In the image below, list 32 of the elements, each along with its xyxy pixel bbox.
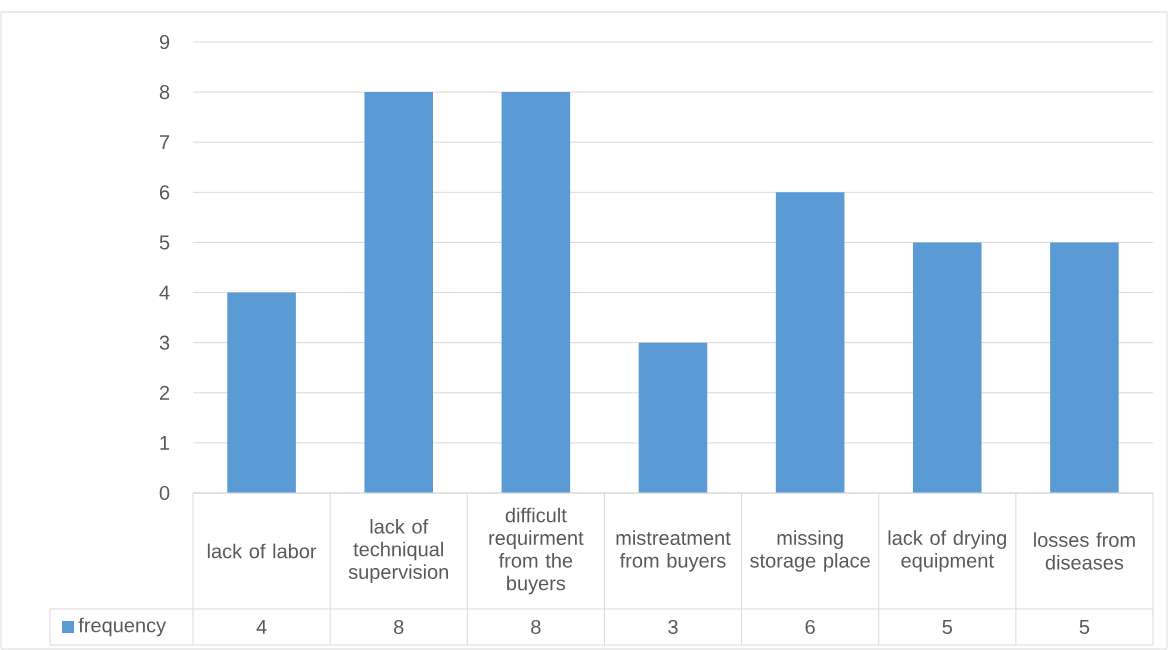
bar (364, 92, 434, 493)
bar (638, 342, 708, 493)
bar (912, 242, 982, 493)
y-tick-label: 1 (160, 436, 170, 450)
y-tick-label: 8 (159, 85, 170, 100)
x-tick-label: difficult requirment from the buyers (489, 507, 584, 595)
data-label: 8 (531, 619, 541, 635)
x-tick-label: lack of drying equipment (888, 530, 1006, 572)
data-label: 6 (805, 619, 815, 635)
data-label: 3 (668, 619, 678, 635)
legend-label: frequency (78, 617, 167, 637)
x-tick-label: losses from diseases (1034, 532, 1135, 570)
y-tick-label: 4 (159, 285, 170, 300)
bar (1050, 242, 1119, 493)
y-tick-label: 7 (159, 135, 170, 150)
x-tick-label: missing storage place (750, 530, 870, 572)
data-label: 5 (942, 620, 953, 634)
bar (501, 92, 571, 493)
bar (227, 292, 296, 493)
y-tick-label: 6 (159, 185, 170, 200)
y-tick-label: 3 (159, 335, 170, 350)
y-tick-label: 2 (159, 385, 170, 400)
x-tick-label: lack of techniqual supervision (348, 519, 448, 583)
y-tick-label: 0 (159, 485, 170, 501)
bar (775, 192, 845, 493)
x-tick-label: mistreatment from buyers (616, 530, 731, 572)
x-tick-label: lack of labor (207, 543, 317, 559)
y-tick-label: 9 (159, 34, 170, 50)
data-label: 8 (394, 619, 404, 635)
y-tick-label: 5 (159, 235, 170, 250)
data-label: 5 (1079, 620, 1090, 634)
data-label: 4 (256, 620, 267, 634)
